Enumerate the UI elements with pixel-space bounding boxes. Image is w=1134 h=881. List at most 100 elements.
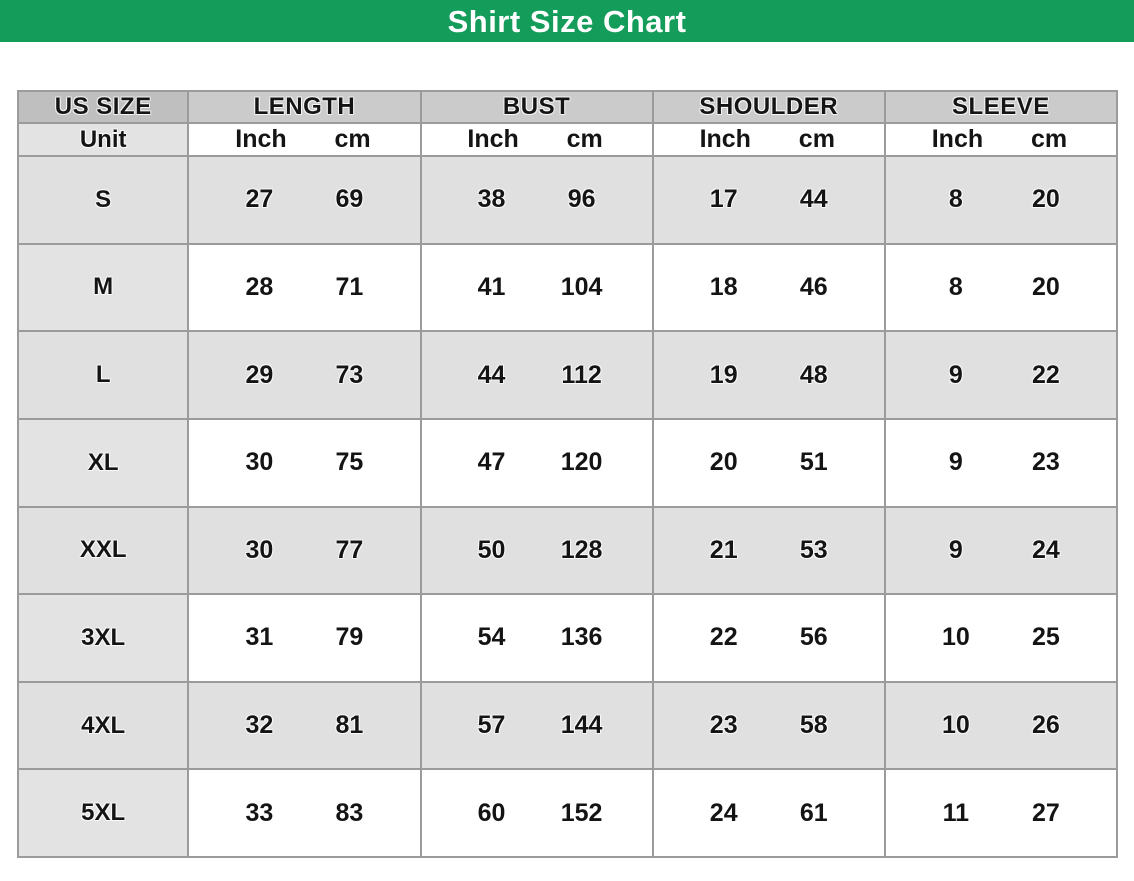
shoulder-cm-unit: cm: [798, 125, 835, 153]
bust-inch-value: 44: [477, 360, 506, 389]
bust-values: 60 152: [419, 768, 654, 858]
length-cm-value: 71: [335, 272, 364, 301]
column-header-shoulder: SHOULDER: [651, 90, 886, 124]
length-cm-value: 77: [335, 535, 364, 564]
column-header-bust: BUST: [419, 90, 654, 124]
length-unit-cell: Inch cm: [187, 122, 422, 157]
length-values: 30 77: [187, 505, 422, 596]
shoulder-values: 18 46: [651, 242, 886, 333]
size-label: 4XL: [16, 680, 190, 771]
length-values: 29 73: [187, 330, 422, 420]
bust-values: 54 136: [419, 593, 654, 683]
shoulder-inch-value: 24: [709, 798, 738, 827]
unit-row: Unit Inch cm Inch cm Inch cm: [16, 122, 1119, 157]
page-title: Shirt Size Chart: [447, 3, 687, 39]
size-chart-container: US SIZE LENGTH BUST SHOULDER SLEEVE Unit…: [16, 90, 1119, 858]
shoulder-inch-unit: Inch: [699, 125, 751, 153]
length-values: 33 83: [187, 768, 422, 858]
length-cm-value: 81: [335, 711, 364, 740]
bust-cm-value: 152: [560, 798, 603, 827]
sleeve-cm-value: 25: [1032, 623, 1060, 652]
shoulder-values: 19 48: [651, 330, 886, 420]
bust-values: 44 112: [419, 330, 654, 420]
length-values: 27 69: [187, 155, 422, 245]
table-row-3xl: 3XL 31 79 54 136 22 56 10 25: [16, 593, 1119, 683]
length-inch-value: 30: [245, 448, 274, 477]
header-row: US SIZE LENGTH BUST SHOULDER SLEEVE: [16, 90, 1119, 124]
bust-inch-value: 57: [477, 711, 506, 740]
length-inch-value: 32: [245, 711, 274, 740]
table-row-4xl: 4XL 32 81 57 144 23 58 10 26: [16, 680, 1119, 771]
shoulder-inch-value: 21: [709, 535, 738, 564]
bust-values: 38 96: [419, 155, 654, 245]
sleeve-inch-value: 11: [942, 798, 970, 827]
shoulder-values: 22 56: [651, 593, 886, 683]
bust-inch-value: 60: [477, 798, 506, 827]
title-banner: Shirt Size Chart: [0, 0, 1134, 42]
bust-inch-value: 50: [477, 535, 506, 564]
length-cm-value: 69: [335, 185, 364, 214]
sleeve-inch-value: 8: [948, 272, 963, 301]
bust-cm-value: 136: [560, 623, 603, 652]
length-inch-value: 33: [245, 798, 274, 827]
sleeve-unit-cell: Inch cm: [883, 122, 1119, 157]
sleeve-inch-value: 10: [941, 623, 970, 652]
bust-inch-value: 41: [477, 272, 506, 301]
bust-inch-unit: Inch: [467, 125, 519, 153]
bust-cm-value: 96: [567, 185, 596, 214]
shoulder-cm-value: 44: [799, 185, 828, 214]
size-label: S: [16, 155, 190, 245]
bust-values: 47 120: [419, 417, 654, 508]
sleeve-inch-value: 9: [948, 448, 963, 477]
shoulder-values: 17 44: [651, 155, 886, 245]
shoulder-inch-value: 23: [709, 711, 738, 740]
length-cm-value: 83: [335, 798, 364, 827]
bust-unit-cell: Inch cm: [419, 122, 654, 157]
sleeve-inch-unit: Inch: [931, 125, 984, 153]
shoulder-inch-value: 20: [709, 448, 738, 477]
size-chart-table: US SIZE LENGTH BUST SHOULDER SLEEVE Unit…: [16, 90, 1119, 858]
bust-cm-value: 144: [560, 711, 603, 740]
bust-inch-value: 47: [477, 448, 506, 477]
sleeve-inch-value: 8: [948, 185, 963, 214]
shoulder-inch-value: 19: [709, 360, 738, 389]
sleeve-cm-value: 23: [1032, 448, 1060, 477]
unit-row-label: Unit: [16, 122, 190, 157]
shoulder-inch-value: 18: [709, 272, 738, 301]
shoulder-cm-value: 56: [799, 623, 828, 652]
size-label: M: [16, 242, 190, 333]
sleeve-values: 8 20: [883, 242, 1119, 333]
bust-cm-value: 112: [561, 360, 602, 389]
sleeve-cm-value: 22: [1032, 360, 1060, 389]
length-inch-value: 27: [245, 185, 274, 214]
table-row-5xl: 5XL 33 83 60 152 24 61 11 27: [16, 768, 1119, 858]
length-cm-value: 79: [335, 623, 364, 652]
bust-values: 57 144: [419, 680, 654, 771]
length-values: 31 79: [187, 593, 422, 683]
sleeve-cm-value: 20: [1032, 272, 1060, 301]
table-row-l: L 29 73 44 112 19 48 9 22: [16, 330, 1119, 420]
sleeve-values: 9 23: [883, 417, 1119, 508]
shoulder-cm-value: 48: [799, 360, 828, 389]
length-inch-value: 28: [245, 272, 274, 301]
shoulder-values: 23 58: [651, 680, 886, 771]
sleeve-values: 8 20: [883, 155, 1119, 245]
shoulder-inch-value: 22: [709, 623, 738, 652]
sleeve-cm-value: 20: [1032, 185, 1060, 214]
size-label: XL: [16, 417, 190, 508]
length-values: 28 71: [187, 242, 422, 333]
shoulder-values: 20 51: [651, 417, 886, 508]
size-label: 3XL: [16, 593, 190, 683]
table-row-xxl: XXL 30 77 50 128 21 53 9 24: [16, 505, 1119, 596]
table-row-s: S 27 69 38 96 17 44 8 20: [16, 155, 1119, 245]
bust-inch-value: 38: [477, 185, 506, 214]
length-inch-value: 30: [245, 535, 274, 564]
sleeve-inch-value: 9: [948, 360, 963, 389]
column-header-us-size: US SIZE: [16, 90, 190, 124]
table-row-m: M 28 71 41 104 18 46 8 20: [16, 242, 1119, 333]
sleeve-cm-value: 24: [1032, 535, 1060, 564]
shoulder-cm-value: 46: [799, 272, 828, 301]
table-row-xl: XL 30 75 47 120 20 51 9 23: [16, 417, 1119, 508]
bust-cm-unit: cm: [566, 125, 603, 153]
bust-cm-value: 104: [560, 272, 603, 301]
